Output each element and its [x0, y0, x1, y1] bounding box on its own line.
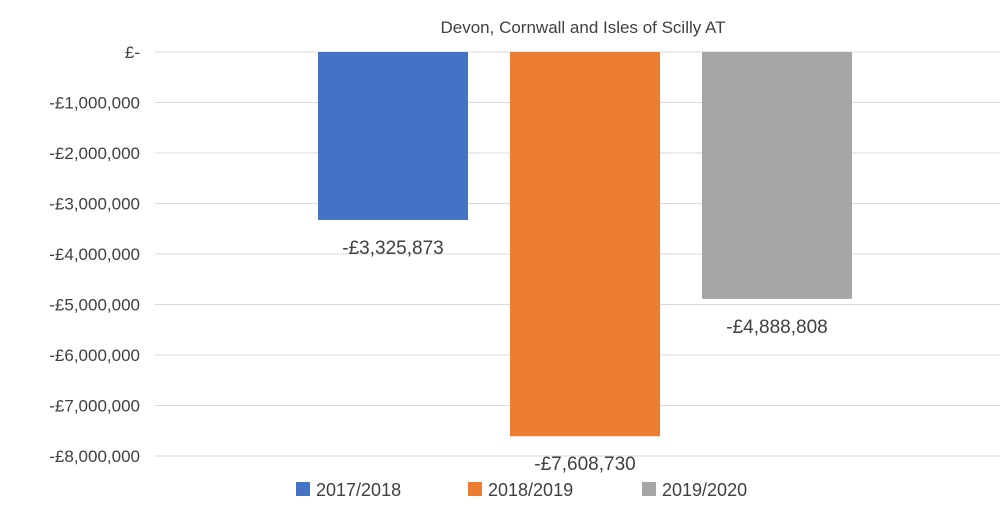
bars	[318, 52, 852, 437]
y-tick-label: -£6,000,000	[49, 346, 140, 365]
legend-swatch	[468, 482, 482, 496]
y-tick-label: -£7,000,000	[49, 397, 140, 416]
chart-title: Devon, Cornwall and Isles of Scilly AT	[440, 18, 725, 37]
bar-2017-2018	[318, 52, 468, 220]
data-label: -£4,888,808	[726, 317, 827, 338]
bar-2018-2019	[510, 52, 660, 437]
legend-label: 2018/2019	[488, 480, 573, 500]
bar-2019-2020	[702, 52, 852, 299]
data-labels: -£3,325,873 -£7,608,730 -£4,888,808	[342, 238, 827, 475]
legend-label: 2017/2018	[316, 480, 401, 500]
legend-swatch	[642, 482, 656, 496]
data-label: -£3,325,873	[342, 238, 443, 259]
legend-swatch	[296, 482, 310, 496]
data-label: -£7,608,730	[534, 454, 635, 475]
legend-label: 2019/2020	[662, 480, 747, 500]
y-tick-label: -£1,000,000	[49, 94, 140, 113]
y-tick-label: -£4,000,000	[49, 245, 140, 264]
y-tick-label: -£3,000,000	[49, 195, 140, 214]
y-tick-label: -£2,000,000	[49, 144, 140, 163]
y-tick-label: £-	[125, 43, 140, 62]
legend: 2017/2018 2018/2019 2019/2020	[296, 480, 747, 500]
y-tick-label: -£5,000,000	[49, 296, 140, 315]
y-axis: £- -£1,000,000 -£2,000,000 -£3,000,000 -£4,0…	[49, 43, 140, 466]
y-tick-label: -£8,000,000	[49, 447, 140, 466]
